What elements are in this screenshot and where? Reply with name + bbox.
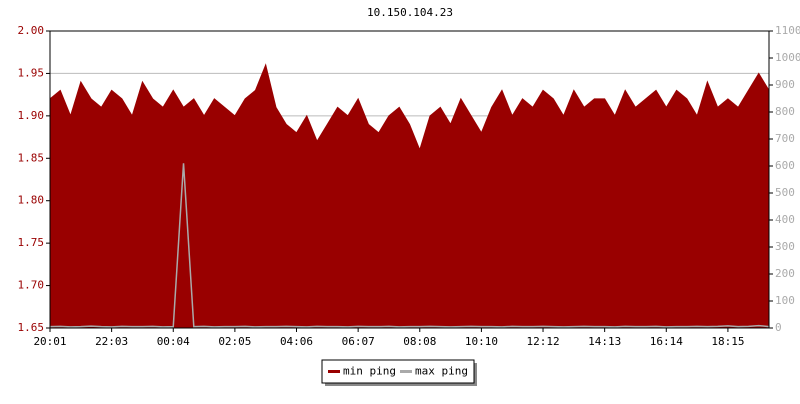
x-tick-label: 02:05 [218, 335, 251, 348]
x-tick-label: 12:12 [526, 335, 559, 348]
x-tick-label: 14:13 [588, 335, 621, 348]
y2-tick-label: 1100 [775, 24, 800, 37]
y2-tick-label: 1000 [775, 51, 800, 64]
x-tick-label: 18:15 [711, 335, 744, 348]
y2-tick-label: 500 [775, 186, 795, 199]
y-tick-label: 1.95 [18, 66, 45, 79]
y-tick-label: 1.65 [18, 321, 45, 334]
x-tick-label: 00:04 [157, 335, 190, 348]
y-tick-label: 1.85 [18, 151, 45, 164]
x-tick-label: 04:06 [280, 335, 313, 348]
legend [321, 359, 475, 384]
y2-tick-label: 300 [775, 240, 795, 253]
x-tick-label: 10:10 [465, 335, 498, 348]
legend-label: min ping [343, 365, 396, 378]
y2-tick-label: 100 [775, 294, 795, 307]
y-tick-label: 1.90 [18, 109, 45, 122]
y-tick-label: 2.00 [18, 24, 45, 37]
max-ping-line [49, 163, 770, 328]
min-ping-area [49, 63, 770, 329]
y-tick-label: 1.75 [18, 236, 45, 249]
y2-tick-label: 0 [775, 321, 782, 334]
legend-label: max ping [415, 365, 468, 378]
x-tick-label: 16:14 [650, 335, 683, 348]
y2-tick-label: 700 [775, 132, 795, 145]
x-tick-label: 22:03 [95, 335, 128, 348]
plot-frame [49, 30, 770, 329]
x-tick-label: 06:07 [342, 335, 375, 348]
y-tick-label: 1.80 [18, 194, 45, 207]
x-tick-label: 20:01 [33, 335, 66, 348]
y2-tick-label: 200 [775, 267, 795, 280]
y-tick-label: 1.70 [18, 279, 45, 292]
y2-tick-label: 900 [775, 78, 795, 91]
chart-title: 10.150.104.23 [367, 6, 453, 19]
x-tick-label: 08:08 [403, 335, 436, 348]
y2-tick-label: 400 [775, 213, 795, 226]
y2-tick-label: 800 [775, 105, 795, 118]
y2-tick-label: 600 [775, 159, 795, 172]
